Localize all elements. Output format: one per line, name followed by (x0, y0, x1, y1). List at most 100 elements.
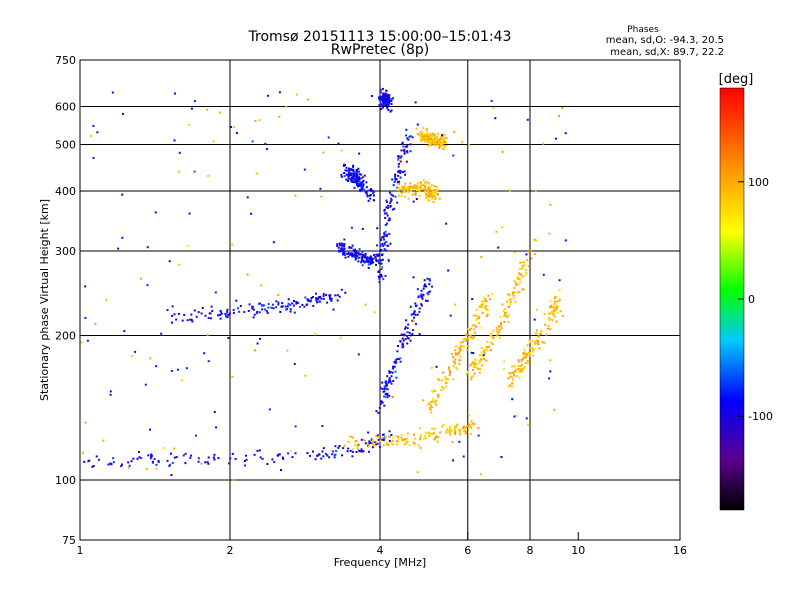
echo-point (375, 260, 378, 263)
echo-point (322, 151, 325, 154)
echo-point (378, 96, 381, 99)
echo-point (169, 463, 171, 466)
echo-point (334, 453, 337, 456)
echo-point (149, 457, 152, 460)
echo-point (534, 332, 537, 335)
echo-point (377, 439, 380, 441)
echo-point (342, 251, 345, 254)
echo-point (359, 253, 362, 256)
echo-point (444, 430, 447, 433)
echo-point (267, 303, 270, 305)
echo-point (280, 469, 282, 471)
echo-point (384, 94, 387, 97)
echo-point (383, 233, 386, 236)
echo-point (168, 260, 171, 263)
echo-point (416, 288, 419, 291)
echo-point (369, 261, 372, 264)
echo-point (419, 438, 421, 441)
echo-point (364, 442, 367, 445)
echo-point (340, 173, 343, 176)
echo-point (408, 444, 411, 447)
echo-point (422, 179, 425, 182)
echo-point (371, 189, 374, 192)
echo-point (387, 108, 390, 111)
echo-point (357, 183, 360, 185)
echo-point (407, 197, 410, 200)
echo-point (390, 382, 393, 385)
echo-point (513, 251, 516, 254)
echo-point (420, 133, 423, 136)
echo-point (390, 375, 393, 378)
echo-point (383, 387, 386, 390)
echo-point (459, 341, 462, 344)
echo-point (96, 131, 99, 134)
echo-point (381, 258, 384, 261)
echo-point (427, 136, 429, 139)
echo-points (80, 87, 567, 481)
echo-point (403, 185, 406, 188)
echo-point (404, 443, 407, 446)
echo-point (372, 257, 375, 260)
echo-point (381, 387, 384, 390)
echo-point (422, 437, 425, 440)
echo-point (483, 350, 486, 353)
echo-point (224, 312, 227, 315)
echo-point (380, 275, 383, 278)
echo-point (412, 441, 415, 444)
echo-point (360, 438, 363, 441)
echo-point (438, 198, 441, 201)
x-tick-label: 4 (377, 544, 384, 557)
echo-point (438, 140, 441, 143)
echo-point (518, 370, 521, 373)
echo-point (357, 260, 360, 263)
echo-point (336, 299, 339, 302)
echo-point (401, 439, 404, 442)
echo-point (527, 423, 529, 426)
echo-point (294, 452, 297, 455)
echo-point (336, 245, 339, 247)
echo-point (423, 135, 426, 137)
echo-point (558, 298, 561, 301)
echo-point (386, 443, 389, 446)
echo-point (521, 261, 524, 264)
echo-point (543, 313, 546, 315)
echo-point (130, 460, 133, 463)
echo-point (422, 134, 425, 137)
echo-point (532, 354, 535, 357)
echo-point (542, 273, 545, 276)
echo-point (509, 375, 512, 378)
echo-point (404, 173, 407, 176)
echo-point (293, 362, 296, 365)
echo-point (86, 339, 89, 342)
echo-point (429, 186, 432, 189)
echo-point (423, 285, 426, 288)
echo-point (481, 304, 484, 306)
echo-point (466, 337, 469, 340)
echo-point (226, 316, 229, 319)
echo-point (342, 447, 345, 450)
echo-point (531, 348, 534, 351)
echo-point (431, 433, 433, 435)
echo-point (376, 244, 379, 247)
echo-point (470, 420, 473, 423)
echo-point (464, 430, 467, 433)
echo-point (391, 395, 394, 398)
echo-point (170, 452, 172, 455)
echo-point (389, 200, 392, 203)
echo-point (363, 189, 366, 192)
echo-point (482, 301, 485, 304)
echo-point (379, 403, 382, 405)
echo-point (332, 308, 335, 311)
echo-point (406, 432, 409, 435)
echo-point (171, 461, 174, 464)
echo-point (383, 212, 386, 215)
echo-point (481, 351, 484, 354)
echo-point (427, 402, 430, 405)
echo-point (351, 451, 354, 453)
echo-point (526, 344, 529, 347)
echo-point (360, 186, 363, 189)
echo-point (468, 414, 471, 417)
echo-point (427, 434, 430, 437)
echo-point (431, 399, 434, 402)
